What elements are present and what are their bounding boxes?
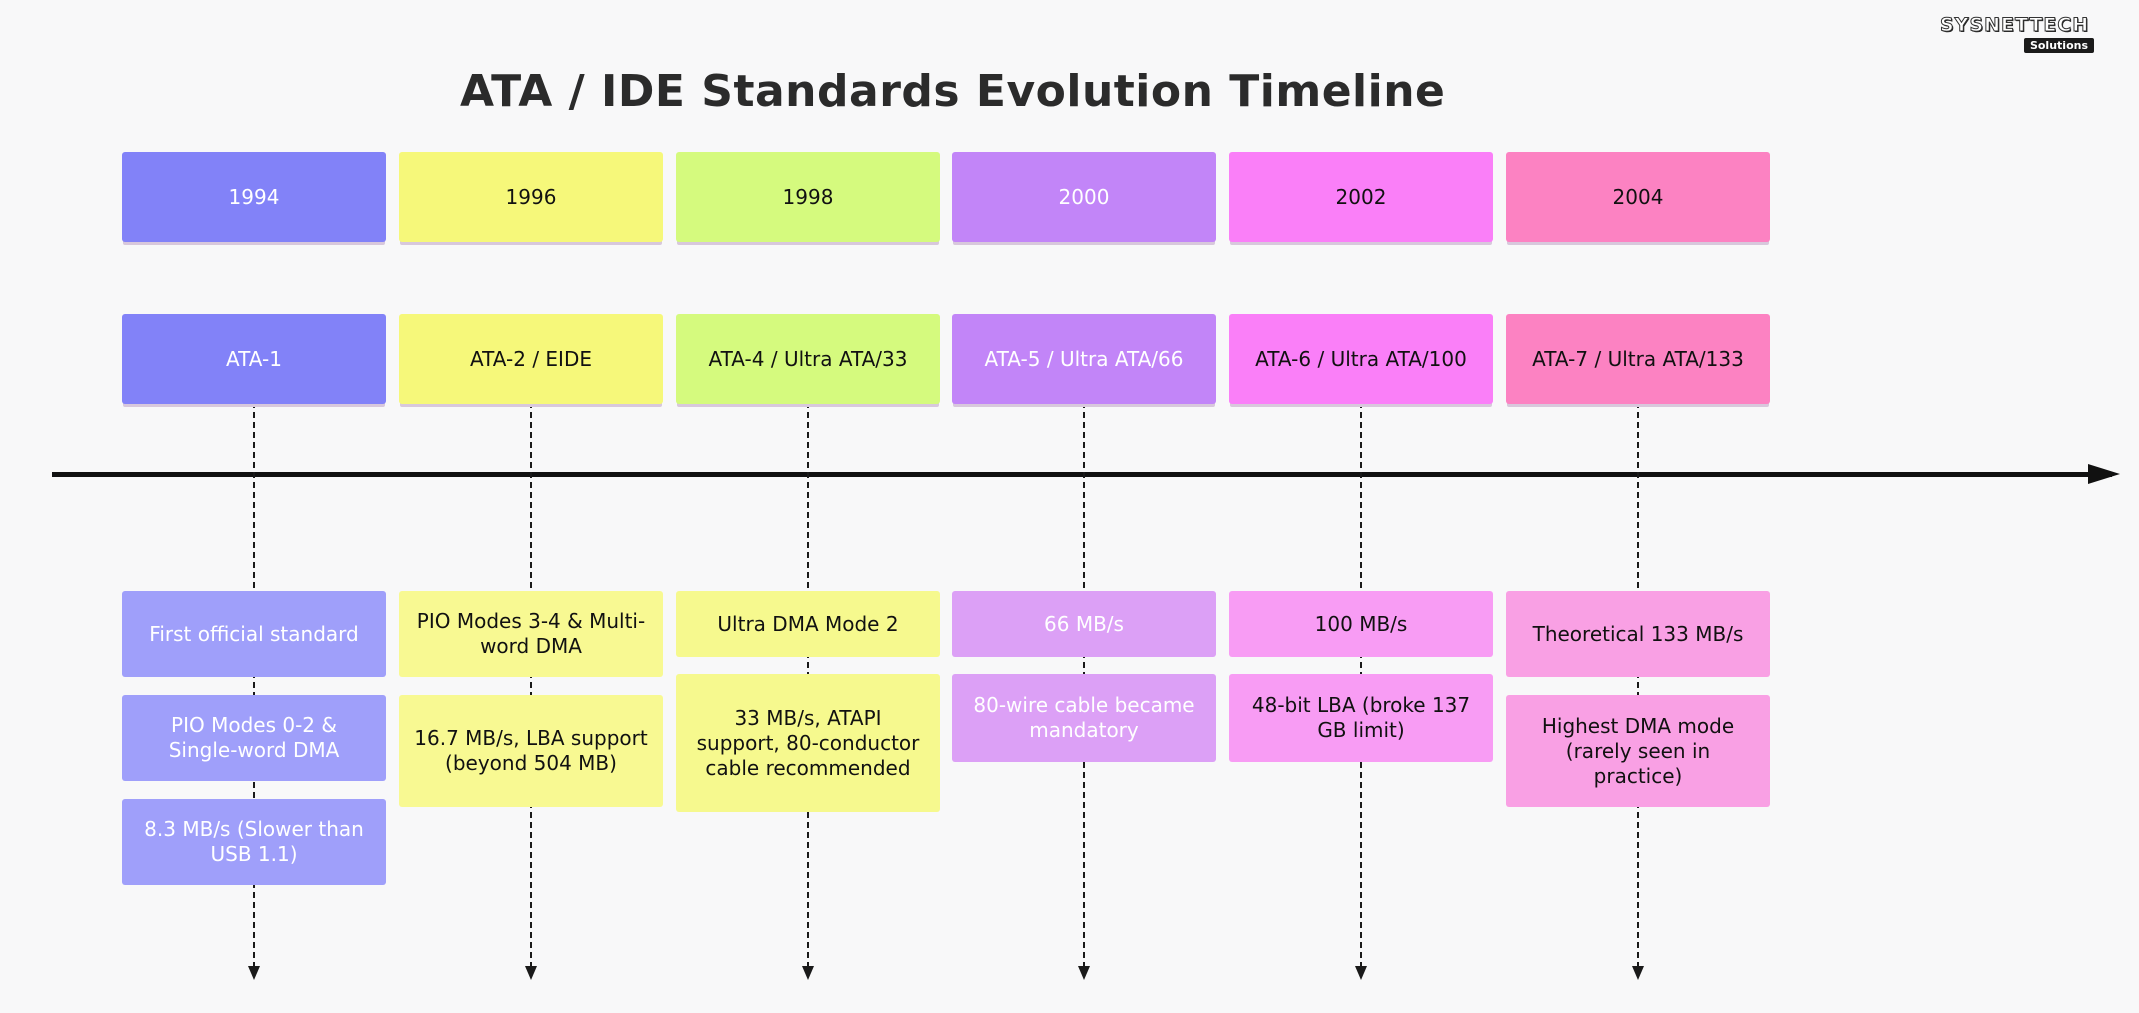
- year-box: 1994: [122, 152, 386, 242]
- standard-name-box: ATA-6 / Ultra ATA/100: [1229, 314, 1493, 404]
- detail-box: 33 MB/s, ATAPI support, 80-conductor cab…: [676, 674, 940, 812]
- year-box: 1998: [676, 152, 940, 242]
- detail-box: 66 MB/s: [952, 591, 1216, 657]
- timeline-column-2002: 2002 ATA-6 / Ultra ATA/100 100 MB/s 48-bit …: [1229, 0, 1493, 1013]
- connector-arrowhead: [525, 966, 537, 980]
- dashed-connector: [253, 402, 255, 968]
- standard-name-box: ATA-5 / Ultra ATA/66: [952, 314, 1216, 404]
- timeline-column-2000: 2000 ATA-5 / Ultra ATA/66 66 MB/s 80-wire c…: [952, 0, 1216, 1013]
- standard-name-box: ATA-2 / EIDE: [399, 314, 663, 404]
- logo-brand: SYSNETTECH: [1939, 14, 2090, 37]
- detail-box: Ultra DMA Mode 2: [676, 591, 940, 657]
- standard-name-box: ATA-1: [122, 314, 386, 404]
- detail-box: 16.7 MB/s, LBA support (beyond 504 MB): [399, 695, 663, 807]
- detail-box: PIO Modes 0-2 & Single-word DMA: [122, 695, 386, 781]
- connector-arrowhead: [802, 966, 814, 980]
- detail-box: 100 MB/s: [1229, 591, 1493, 657]
- detail-box: First official standard: [122, 591, 386, 677]
- timeline-column-1998: 1998 ATA-4 / Ultra ATA/33 Ultra DMA Mode 2…: [676, 0, 940, 1013]
- detail-box: 8.3 MB/s (Slower than USB 1.1): [122, 799, 386, 885]
- standard-name-box: ATA-4 / Ultra ATA/33: [676, 314, 940, 404]
- connector-arrowhead: [248, 966, 260, 980]
- connector-arrowhead: [1355, 966, 1367, 980]
- year-box: 2004: [1506, 152, 1770, 242]
- year-box: 2000: [952, 152, 1216, 242]
- page-title: ATA / IDE Standards Evolution Timeline: [460, 66, 1446, 117]
- sysnettech-logo: SYSNETTECH Solutions: [1939, 14, 2130, 60]
- timeline-column-1994: 1994 ATA-1 First official standard PIO Mode…: [122, 0, 386, 1013]
- detail-box: 48-bit LBA (broke 137 GB limit): [1229, 674, 1493, 762]
- standard-name-box: ATA-7 / Ultra ATA/133: [1506, 314, 1770, 404]
- detail-box: Highest DMA mode (rarely seen in practic…: [1506, 695, 1770, 807]
- year-box: 2002: [1229, 152, 1493, 242]
- logo-subtitle: Solutions: [2023, 38, 2094, 53]
- detail-box: PIO Modes 3-4 & Multi-word DMA: [399, 591, 663, 677]
- year-box: 1996: [399, 152, 663, 242]
- detail-box: 80-wire cable became mandatory: [952, 674, 1216, 762]
- timeline-axis-arrowhead: [2088, 464, 2120, 484]
- timeline-axis: [52, 472, 2112, 477]
- detail-box: Theoretical 133 MB/s: [1506, 591, 1770, 677]
- connector-arrowhead: [1632, 966, 1644, 980]
- timeline-column-1996: 1996 ATA-2 / EIDE PIO Modes 3-4 & Multi-wo…: [399, 0, 663, 1013]
- timeline-column-2004: 2004 ATA-7 / Ultra ATA/133 Theoretical 133…: [1506, 0, 1770, 1013]
- connector-arrowhead: [1078, 966, 1090, 980]
- dashed-connector: [1637, 402, 1639, 968]
- dashed-connector: [530, 402, 532, 968]
